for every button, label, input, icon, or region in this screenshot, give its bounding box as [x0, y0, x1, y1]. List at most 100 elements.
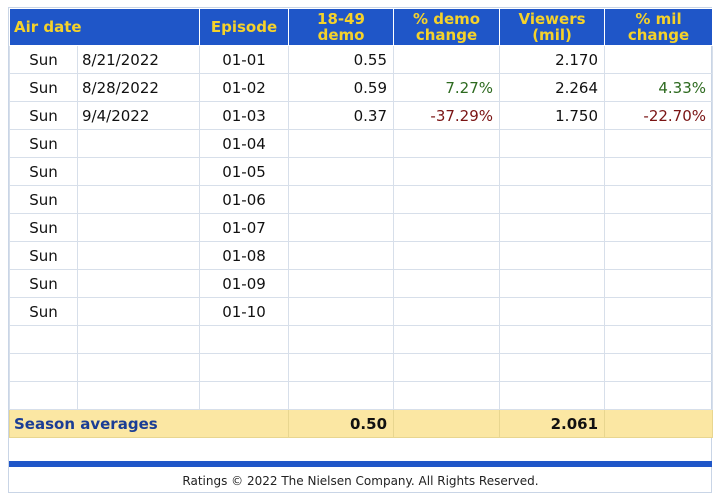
- cell-air-date: 8/28/2022: [76, 73, 201, 102]
- cell-air-date: [76, 269, 201, 298]
- cell-mil-change: [604, 213, 714, 242]
- cell-air-date: 8/21/2022: [76, 45, 201, 74]
- cell-demo: 0.37: [288, 101, 395, 130]
- cell-viewers: [499, 241, 606, 270]
- table-row: Sun 01-08: [9, 241, 714, 270]
- table-row: Sun 01-10: [9, 297, 714, 326]
- cell-episode: [199, 353, 290, 382]
- cell-air-date: [76, 129, 201, 158]
- table-row: Sun 8/21/2022 01-01 0.55 2.170: [9, 45, 714, 74]
- cell-demo: [288, 185, 395, 214]
- cell-episode: 01-10: [199, 297, 290, 326]
- cell-day: Sun: [9, 101, 78, 130]
- table-row: Sun 01-05: [9, 157, 714, 186]
- cell-demo-change: [393, 381, 501, 410]
- cell-demo: [288, 129, 395, 158]
- cell-day: [9, 353, 78, 382]
- cell-mil-change: [604, 297, 714, 326]
- cell-demo: 0.55: [288, 45, 395, 74]
- average-viewers: 2.061: [499, 409, 606, 438]
- cell-demo: [288, 213, 395, 242]
- header-air-date: Air date: [8, 8, 201, 46]
- cell-demo: [288, 241, 395, 270]
- cell-demo-change: [393, 157, 501, 186]
- table-row: [9, 381, 714, 410]
- cell-demo-change: 7.27%: [393, 73, 501, 102]
- cell-mil-change: [604, 269, 714, 298]
- cell-demo-change: [393, 241, 501, 270]
- cell-demo-change: [393, 297, 501, 326]
- cell-episode: 01-05: [199, 157, 290, 186]
- table-row: Sun 01-06: [9, 185, 714, 214]
- cell-mil-change: [604, 129, 714, 158]
- cell-mil-change: [604, 157, 714, 186]
- cell-day: Sun: [9, 185, 78, 214]
- cell-mil-change: [604, 241, 714, 270]
- cell-viewers: [499, 213, 606, 242]
- cell-mil-change: [604, 325, 714, 354]
- cell-demo-change: [393, 269, 501, 298]
- cell-demo-change: [393, 45, 501, 74]
- cell-day: Sun: [9, 297, 78, 326]
- cell-demo: [288, 157, 395, 186]
- cell-demo-change: -37.29%: [393, 101, 501, 130]
- cell-episode: [199, 381, 290, 410]
- cell-demo: [288, 381, 395, 410]
- cell-day: Sun: [9, 73, 78, 102]
- table-row: [9, 353, 714, 382]
- cell-demo: 0.59: [288, 73, 395, 102]
- cell-viewers: [499, 157, 606, 186]
- cell-viewers: [499, 129, 606, 158]
- cell-air-date: [76, 157, 201, 186]
- average-demo: 0.50: [288, 409, 395, 438]
- cell-mil-change: [604, 381, 714, 410]
- cell-mil-change: -22.70%: [604, 101, 714, 130]
- cell-demo: [288, 269, 395, 298]
- cell-viewers: 2.170: [499, 45, 606, 74]
- header-mil-change: % mil change: [604, 8, 714, 46]
- cell-mil-change: 4.33%: [604, 73, 714, 102]
- cell-day: Sun: [9, 129, 78, 158]
- cell-mil-change: [604, 353, 714, 382]
- cell-viewers: 1.750: [499, 101, 606, 130]
- cell-episode: 01-07: [199, 213, 290, 242]
- cell-air-date: [76, 185, 201, 214]
- ratings-panel: Air date Episode 18-49 demo % demo change …: [8, 7, 714, 493]
- cell-day: [9, 325, 78, 354]
- cell-episode: 01-03: [199, 101, 290, 130]
- cell-demo-change: [393, 129, 501, 158]
- cell-demo-change: [393, 325, 501, 354]
- table-row: [9, 325, 714, 354]
- cell-air-date: [76, 241, 201, 270]
- cell-air-date: [76, 213, 201, 242]
- cell-demo-change: [393, 185, 501, 214]
- cell-day: Sun: [9, 241, 78, 270]
- header-demo: 18-49 demo: [288, 8, 395, 46]
- cell-viewers: [499, 325, 606, 354]
- ratings-table: Air date Episode 18-49 demo % demo change …: [8, 8, 714, 438]
- cell-viewers: [499, 185, 606, 214]
- cell-day: Sun: [9, 213, 78, 242]
- cell-demo-change: [393, 353, 501, 382]
- table-row: Sun 8/28/2022 01-02 0.59 7.27% 2.264 4.33%: [9, 73, 714, 102]
- cell-mil-change: [604, 185, 714, 214]
- header-viewers: Viewers (mil): [499, 8, 606, 46]
- cell-episode: 01-04: [199, 129, 290, 158]
- cell-episode: 01-06: [199, 185, 290, 214]
- cell-air-date: 9/4/2022: [76, 101, 201, 130]
- header-episode: Episode: [199, 8, 290, 46]
- cell-demo: [288, 297, 395, 326]
- table-header-row: Air date Episode 18-49 demo % demo change …: [8, 8, 714, 46]
- cell-episode: 01-09: [199, 269, 290, 298]
- cell-air-date: [76, 297, 201, 326]
- cell-episode: 01-08: [199, 241, 290, 270]
- cell-episode: [199, 325, 290, 354]
- cell-viewers: 2.264: [499, 73, 606, 102]
- cell-viewers: [499, 269, 606, 298]
- cell-demo: [288, 353, 395, 382]
- footer-divider: [9, 461, 712, 467]
- cell-demo-change: [393, 213, 501, 242]
- average-demo-change: [393, 409, 501, 438]
- cell-day: Sun: [9, 157, 78, 186]
- cell-air-date: [76, 325, 201, 354]
